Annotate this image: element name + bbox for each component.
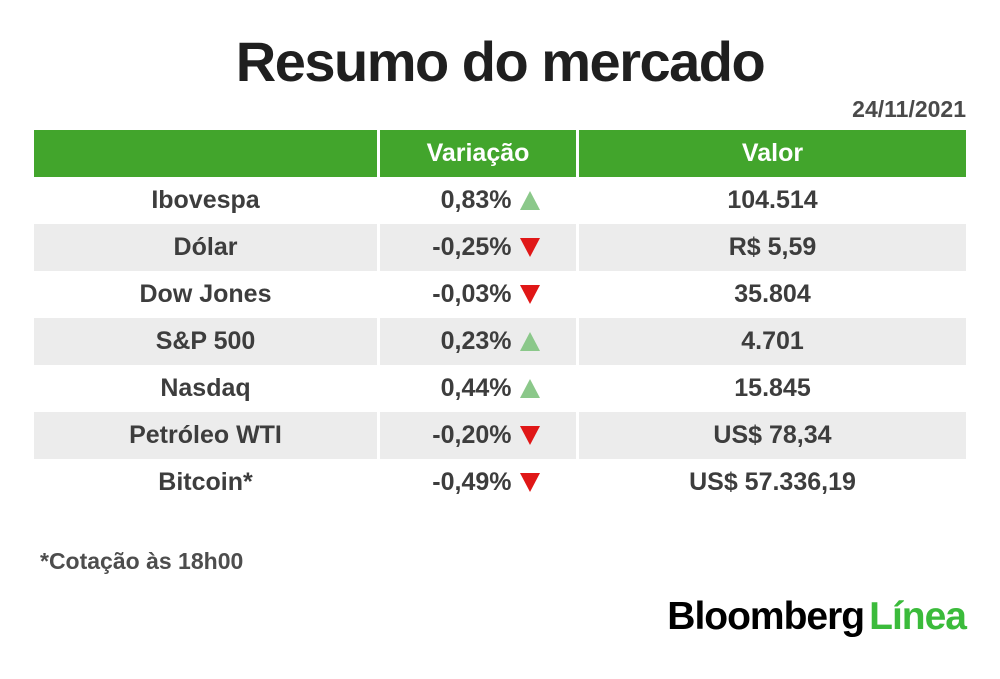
down-triangle-icon [519, 285, 540, 305]
table-row: Bitcoin* -0,49% US$ 57.336,19 [34, 459, 966, 507]
table-body: Ibovespa 0,83% 104.514 Dólar -0,25% R$ 5… [34, 177, 966, 507]
down-triangle-icon [519, 473, 540, 493]
asset-name: Dow Jones [34, 271, 377, 319]
asset-value: R$ 5,59 [579, 224, 966, 272]
asset-name: Dólar [34, 224, 377, 272]
asset-name: Petróleo WTI [34, 412, 377, 460]
logo-bloomberg-text: Bloomberg [667, 595, 865, 639]
asset-name: Nasdaq [34, 365, 377, 413]
variation-value: -0,20% [432, 421, 512, 450]
market-summary-card: Resumo do mercado 24/11/2021 Variação Va… [34, 30, 967, 639]
variation-cell: 0,23% [380, 318, 576, 366]
up-triangle-icon [519, 191, 540, 211]
asset-value: US$ 57.336,19 [579, 459, 966, 507]
asset-value: 4.701 [579, 318, 966, 366]
variation-cell: -0,49% [380, 459, 576, 507]
header-empty [34, 130, 377, 178]
asset-value: 15.845 [579, 365, 966, 413]
table-row: Ibovespa 0,83% 104.514 [34, 177, 966, 225]
page-title: Resumo do mercado [235, 30, 766, 93]
market-table: Variação Valor Ibovespa 0,83% 104.514 Dó… [34, 130, 966, 507]
asset-name: S&P 500 [34, 318, 377, 366]
variation-cell: -0,25% [380, 224, 576, 272]
table-row: Petróleo WTI -0,20% US$ 78,34 [34, 412, 966, 460]
table-row: S&P 500 0,23% 4.701 [34, 318, 966, 366]
header-variation: Variação [380, 130, 576, 178]
variation-value: -0,25% [432, 233, 512, 262]
up-triangle-icon [519, 379, 540, 399]
down-triangle-icon [519, 426, 540, 446]
up-triangle-icon [519, 332, 540, 352]
bloomberg-linea-logo: Bloomberg Línea [34, 595, 967, 639]
asset-value: 35.804 [579, 271, 966, 319]
asset-value: US$ 78,34 [579, 412, 966, 460]
variation-value: 0,83% [440, 186, 512, 215]
variation-value: 0,23% [440, 327, 512, 356]
variation-value: -0,49% [432, 468, 512, 497]
asset-name: Ibovespa [34, 177, 377, 225]
table-row: Dólar -0,25% R$ 5,59 [34, 224, 966, 272]
down-triangle-icon [519, 238, 540, 258]
variation-cell: -0,20% [380, 412, 576, 460]
asset-name: Bitcoin* [34, 459, 377, 507]
variation-value: 0,44% [440, 374, 512, 403]
asset-value: 104.514 [579, 177, 966, 225]
variation-cell: -0,03% [380, 271, 576, 319]
table-row: Nasdaq 0,44% 15.845 [34, 365, 966, 413]
table-header-row: Variação Valor [34, 130, 966, 178]
table-row: Dow Jones -0,03% 35.804 [34, 271, 966, 319]
variation-cell: 0,44% [380, 365, 576, 413]
date-label: 24/11/2021 [852, 96, 966, 123]
footnote: *Cotação às 18h00 [40, 548, 244, 575]
variation-cell: 0,83% [380, 177, 576, 225]
variation-value: -0,03% [432, 280, 512, 309]
header-value: Valor [579, 130, 966, 178]
logo-linea-text: Línea [869, 595, 967, 639]
